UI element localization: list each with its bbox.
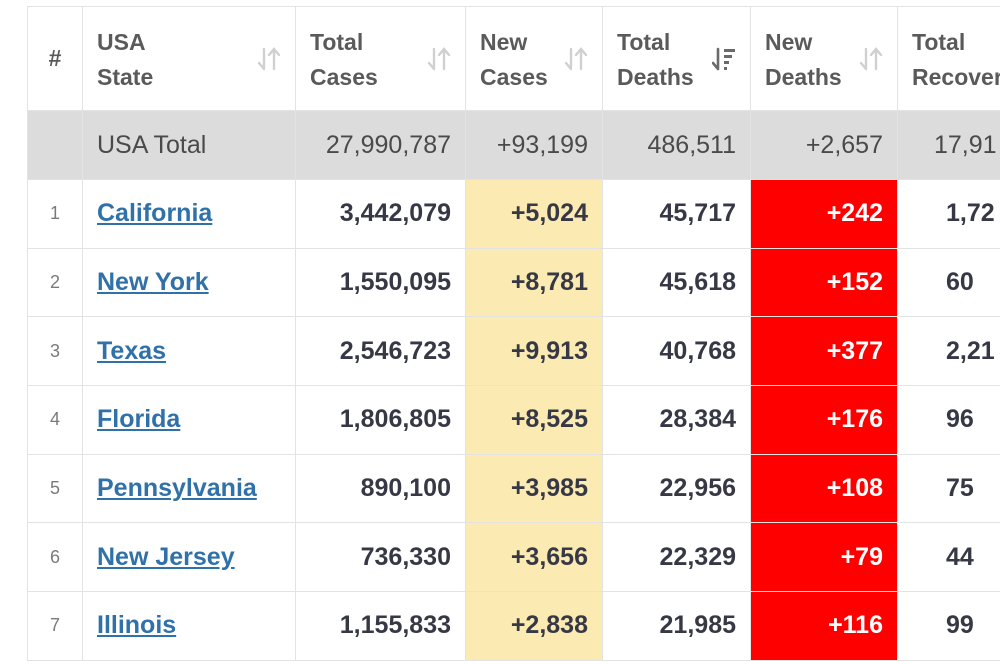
column-header-total-cases[interactable]: Total Cases	[295, 6, 466, 111]
new-cases-cell: +3,985	[465, 453, 603, 524]
total-row-index	[27, 110, 83, 180]
new-deaths-cell: +176	[750, 385, 898, 455]
state-cell: New Jersey	[82, 522, 296, 593]
column-header-total-deaths-line1: Total	[617, 28, 671, 55]
column-header-new-cases-line2: Cases	[480, 63, 548, 90]
column-header-state-line2: State	[97, 63, 154, 90]
sort-desc-icon[interactable]	[712, 45, 736, 73]
table-row: 6 New Jersey 736,330 +3,656 22,329 +79 4…	[27, 522, 1000, 593]
total-recovered-cell: 1,72	[897, 179, 1000, 249]
table-header-row: # USA State Total Cases New Cases	[27, 6, 1000, 111]
new-cases-cell: +3,656	[465, 522, 603, 593]
new-cases-cell: +5,024	[465, 179, 603, 249]
column-header-total-deaths-line2: Deaths	[617, 63, 694, 90]
row-index: 6	[27, 522, 83, 593]
total-cases-cell: 3,442,079	[295, 179, 466, 249]
column-header-total-deaths[interactable]: Total Deaths	[602, 6, 751, 111]
row-index: 1	[27, 179, 83, 249]
total-recovered-cell: 99	[897, 591, 1000, 661]
state-link[interactable]: Florida	[97, 405, 181, 434]
total-deaths-cell: 40,768	[602, 316, 751, 387]
state-link[interactable]: California	[97, 199, 213, 228]
state-link[interactable]: New York	[97, 268, 209, 297]
total-deaths-cell: 22,329	[602, 522, 751, 593]
row-index: 4	[27, 385, 83, 455]
sort-both-icon[interactable]	[427, 45, 451, 73]
state-cell: New York	[82, 247, 296, 318]
column-header-number: #	[27, 6, 83, 111]
total-recovered-cell: 44	[897, 522, 1000, 593]
total-recovered-cell: 60	[897, 247, 1000, 318]
column-header-total-recovered-line1: Total	[912, 28, 966, 55]
sort-both-icon[interactable]	[257, 45, 281, 73]
state-cell: California	[82, 179, 296, 249]
column-header-new-cases[interactable]: New Cases	[465, 6, 603, 111]
new-deaths-cell: +79	[750, 522, 898, 593]
total-cases-cell: 2,546,723	[295, 316, 466, 387]
total-deaths-cell: 21,985	[602, 591, 751, 661]
new-cases-cell: +8,525	[465, 385, 603, 455]
total-deaths-cell: 22,956	[602, 453, 751, 524]
total-recovered-cell: 75	[897, 453, 1000, 524]
total-deaths-cell: 45,717	[602, 179, 751, 249]
column-header-state[interactable]: USA State	[82, 6, 296, 111]
total-row-new-deaths: +2,657	[750, 110, 898, 180]
row-index: 7	[27, 591, 83, 661]
column-header-total-cases-line1: Total	[310, 28, 364, 55]
new-deaths-cell: +242	[750, 179, 898, 249]
column-header-number-label: #	[48, 45, 62, 71]
total-row-new-cases: +93,199	[465, 110, 603, 180]
state-cell: Illinois	[82, 591, 296, 661]
total-deaths-cell: 28,384	[602, 385, 751, 455]
table-row: 3 Texas 2,546,723 +9,913 40,768 +377 2,2…	[27, 316, 1000, 387]
usa-total-row: USA Total 27,990,787 +93,199 486,511 +2,…	[27, 110, 1000, 180]
state-link[interactable]: Texas	[97, 336, 167, 365]
state-link[interactable]: Illinois	[97, 611, 177, 640]
state-link[interactable]: New Jersey	[97, 542, 235, 571]
column-header-new-deaths-line1: New	[765, 28, 813, 55]
state-cell: Pennsylvania	[82, 453, 296, 524]
state-link[interactable]: Pennsylvania	[97, 474, 257, 503]
new-deaths-cell: +108	[750, 453, 898, 524]
total-cases-cell: 1,806,805	[295, 385, 466, 455]
table-row: 7 Illinois 1,155,833 +2,838 21,985 +116 …	[27, 591, 1000, 661]
total-cases-cell: 890,100	[295, 453, 466, 524]
column-header-new-deaths[interactable]: New Deaths	[750, 6, 898, 111]
column-header-total-cases-line2: Cases	[310, 63, 378, 90]
total-cases-cell: 1,550,095	[295, 247, 466, 318]
total-row-name: USA Total	[82, 110, 296, 180]
new-deaths-cell: +152	[750, 247, 898, 318]
table-row: 5 Pennsylvania 890,100 +3,985 22,956 +10…	[27, 453, 1000, 524]
new-cases-cell: +8,781	[465, 247, 603, 318]
total-cases-cell: 1,155,833	[295, 591, 466, 661]
column-header-state-line1: USA	[97, 28, 146, 55]
sort-both-icon[interactable]	[859, 45, 883, 73]
new-cases-cell: +2,838	[465, 591, 603, 661]
total-deaths-cell: 45,618	[602, 247, 751, 318]
table-row: 4 Florida 1,806,805 +8,525 28,384 +176 9…	[27, 385, 1000, 455]
state-cell: Texas	[82, 316, 296, 387]
total-row-total-deaths: 486,511	[602, 110, 751, 180]
total-recovered-cell: 2,21	[897, 316, 1000, 387]
column-header-total-recovered-line2: Recover	[912, 63, 1000, 90]
column-header-new-deaths-line2: Deaths	[765, 63, 842, 90]
total-recovered-cell: 96	[897, 385, 1000, 455]
row-index: 3	[27, 316, 83, 387]
total-row-total-cases: 27,990,787	[295, 110, 466, 180]
column-header-new-cases-line1: New	[480, 28, 528, 55]
new-deaths-cell: +377	[750, 316, 898, 387]
state-cell: Florida	[82, 385, 296, 455]
table-row: 2 New York 1,550,095 +8,781 45,618 +152 …	[27, 247, 1000, 318]
total-cases-cell: 736,330	[295, 522, 466, 593]
table-row: 1 California 3,442,079 +5,024 45,717 +24…	[27, 179, 1000, 249]
total-row-total-recovered: 17,91	[897, 110, 1000, 180]
column-header-total-recovered[interactable]: Total Recover	[897, 6, 1000, 111]
new-deaths-cell: +116	[750, 591, 898, 661]
row-index: 5	[27, 453, 83, 524]
row-index: 2	[27, 247, 83, 318]
usa-states-table: # USA State Total Cases New Cases	[27, 6, 1000, 661]
sort-both-icon[interactable]	[564, 45, 588, 73]
new-cases-cell: +9,913	[465, 316, 603, 387]
